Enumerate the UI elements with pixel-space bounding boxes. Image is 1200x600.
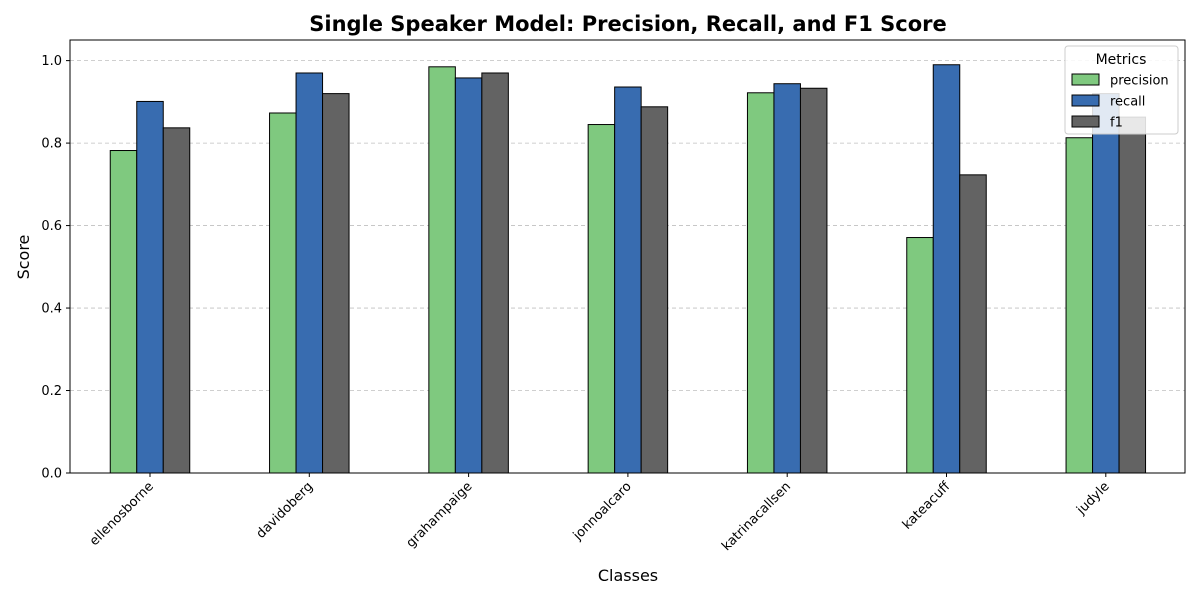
legend-swatch-f1 <box>1071 115 1100 128</box>
bar-recall-davidoberg <box>295 72 324 474</box>
bar-recall-judyle <box>1092 93 1120 474</box>
legend-box <box>1064 45 1179 135</box>
legend-title: Metrics <box>1096 52 1147 68</box>
bar-recall-grahampaige <box>454 77 483 474</box>
legend: Metrics precision recall f1 <box>1064 45 1179 135</box>
bars <box>109 64 1147 474</box>
y-tick-label: 0.4 <box>41 302 62 317</box>
legend-swatch-recall <box>1071 94 1100 107</box>
bar-precision-grahampaige <box>428 66 456 474</box>
bar-f1-judyle <box>1118 116 1147 474</box>
legend-label-precision: precision <box>1110 74 1169 89</box>
x-tick-label: grahampaige <box>404 479 476 551</box>
y-axis: 0.0 0.2 0.4 0.6 0.8 1.0 <box>41 54 70 482</box>
y-tick-label: 1.0 <box>41 54 62 69</box>
bar-recall-katrinacallsen <box>773 83 801 474</box>
bar-recall-ellenosborne <box>136 100 164 474</box>
x-tick-label: ellenosborne <box>87 479 157 549</box>
y-tick-label: 0.2 <box>41 384 62 399</box>
bar-precision-judyle <box>1065 137 1094 474</box>
bar-f1-davidoberg <box>322 93 350 474</box>
bar-precision-jonnoalcaro <box>587 124 616 474</box>
x-axis: ellenosborne davidoberg grahampaige jonnoal… <box>87 473 1113 554</box>
bar-recall-kateacuff <box>932 64 961 474</box>
bar-f1-jonnoalcaro <box>640 106 669 474</box>
x-tick-label: jonnoalcaro <box>570 479 635 544</box>
x-tick-label: judyle <box>1073 479 1112 518</box>
bar-f1-grahampaige <box>481 72 509 474</box>
legend-label-recall: recall <box>1110 95 1145 110</box>
bar-precision-ellenosborne <box>109 150 138 474</box>
x-tick-label: kateacuff <box>900 478 954 532</box>
y-tick-label: 0.0 <box>41 467 62 482</box>
y-axis-label: Score <box>14 235 33 280</box>
y-tick-label: 0.6 <box>41 219 62 234</box>
x-tick-label: davidoberg <box>254 479 316 541</box>
x-axis-label: Classes <box>598 566 658 585</box>
chart-title: Single Speaker Model: Precision, Recall,… <box>309 12 947 36</box>
bar-precision-kateacuff <box>906 237 934 474</box>
bar-f1-kateacuff <box>959 174 987 474</box>
bar-precision-davidoberg <box>269 112 297 474</box>
legend-label-f1: f1 <box>1110 116 1123 131</box>
bar-f1-katrinacallsen <box>799 87 828 474</box>
bar-precision-katrinacallsen <box>746 92 775 474</box>
bar-recall-jonnoalcaro <box>614 86 642 474</box>
x-tick-label: katrinacallsen <box>719 479 794 554</box>
bar-f1-ellenosborne <box>162 127 191 474</box>
legend-swatch-precision <box>1071 73 1100 86</box>
y-tick-label: 0.8 <box>41 137 62 152</box>
